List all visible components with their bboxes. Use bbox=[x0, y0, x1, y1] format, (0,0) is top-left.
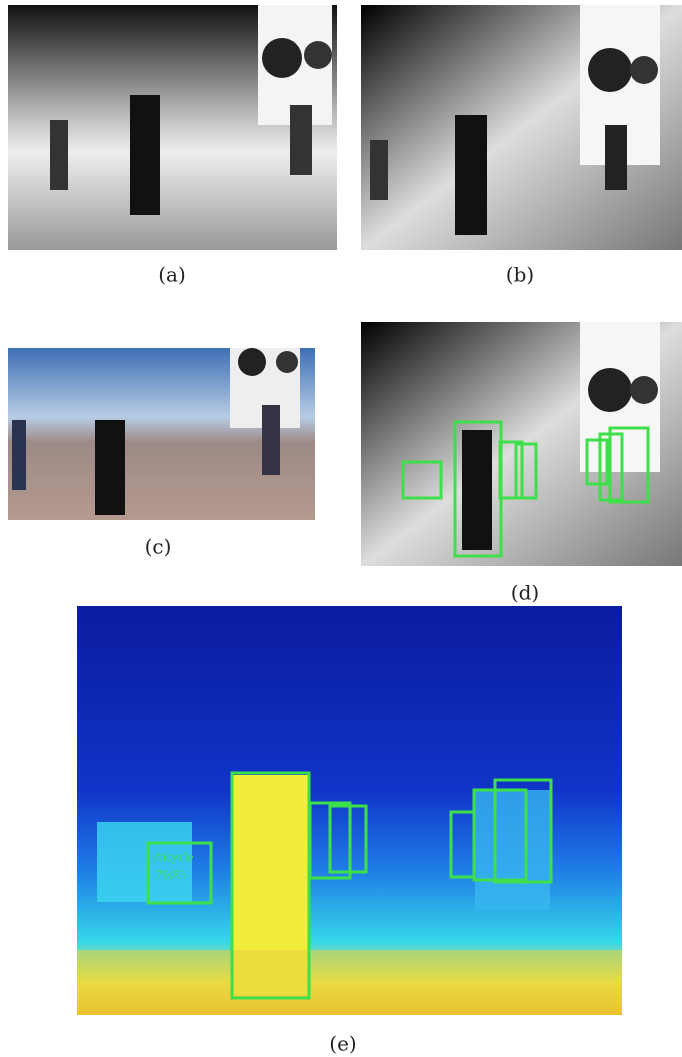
image-d bbox=[361, 322, 682, 566]
detection-label: bicycle bbox=[156, 849, 194, 864]
caption: (e) bbox=[329, 1032, 356, 1056]
caption: (a) bbox=[158, 263, 186, 287]
image-a bbox=[8, 5, 337, 250]
page: (a) (b) (c) (d) bbox=[0, 0, 682, 1057]
image-c bbox=[8, 348, 315, 520]
image-e: bicycle 79.83 bbox=[77, 606, 622, 1015]
image-b bbox=[361, 5, 682, 250]
caption: (c) bbox=[145, 535, 172, 559]
figure: (a) (b) (c) (d) bbox=[0, 0, 682, 1057]
detection-score: 79.83 bbox=[156, 867, 185, 882]
caption: (b) bbox=[506, 263, 534, 287]
caption: (d) bbox=[511, 581, 539, 605]
